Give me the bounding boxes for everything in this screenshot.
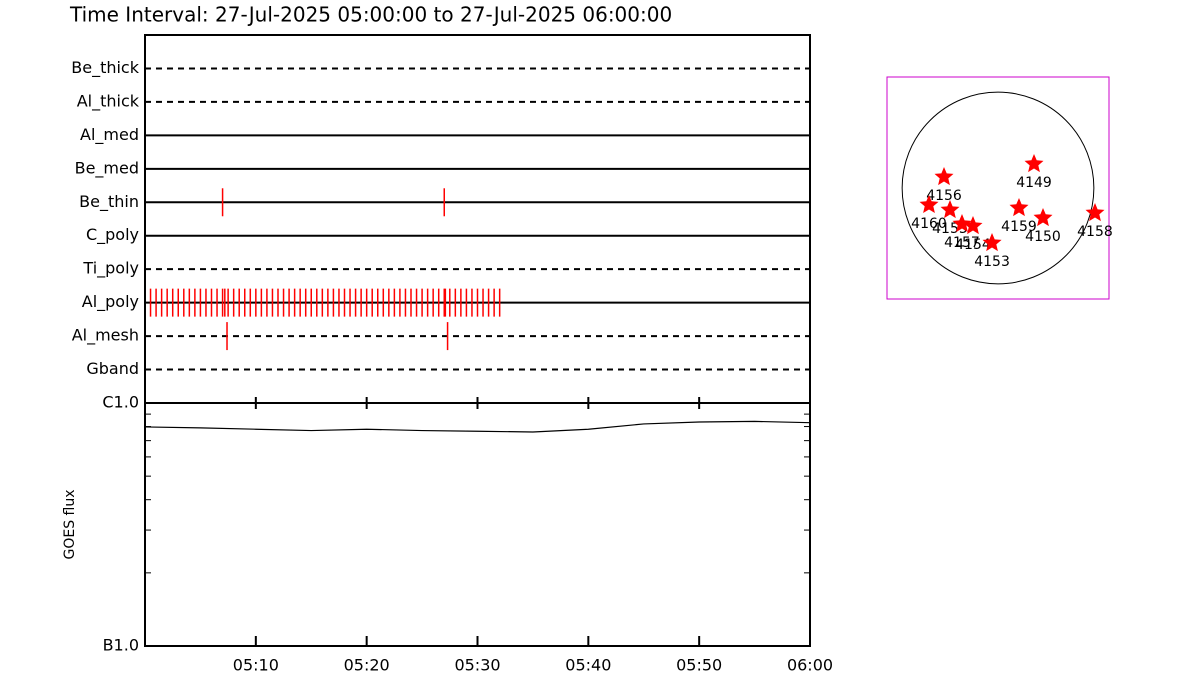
goes-panel-frame — [144, 402, 811, 647]
region-star — [934, 167, 954, 186]
filter-label: Al_poly — [82, 292, 139, 312]
x-tick-label: 05:30 — [454, 656, 500, 675]
y-tick-label: B1.0 — [103, 636, 139, 655]
filter-label: C_poly — [86, 225, 139, 245]
region-star — [982, 233, 1002, 252]
region-label: 4149 — [1016, 175, 1052, 191]
region-label: 4160 — [911, 216, 947, 232]
filter-label: Al_med — [80, 125, 139, 145]
filter-label: Al_mesh — [72, 326, 139, 346]
filter-label: Ti_poly — [82, 259, 139, 279]
region-label: 4156 — [926, 188, 962, 204]
filter-label: Al_thick — [77, 91, 140, 111]
region-label: 4150 — [1025, 229, 1061, 245]
x-tick-label: 05:10 — [233, 656, 279, 675]
region-label: 4157 — [944, 235, 980, 251]
goes-flux-line — [144, 420, 811, 433]
region-star — [940, 200, 960, 219]
chart-title: Time Interval: 27-Jul-2025 05:00:00 to 2… — [69, 3, 672, 27]
x-tick-label: 05:20 — [344, 656, 390, 675]
region-star — [1085, 203, 1105, 222]
region-label: 4159 — [1001, 219, 1037, 235]
filter-label: Be_thick — [71, 58, 139, 78]
y-axis-label: GOES flux — [62, 489, 78, 559]
x-tick-label: 05:40 — [565, 656, 611, 675]
region-star — [1024, 154, 1044, 173]
solar-limb — [901, 91, 1095, 285]
region-label: 4154 — [955, 237, 991, 253]
region-star — [1033, 208, 1053, 227]
region-star — [1009, 198, 1029, 217]
region-label: 4158 — [1077, 224, 1113, 240]
x-tick-label: 05:50 — [676, 656, 722, 675]
filter-panel-frame — [144, 34, 811, 404]
region-label: 4153 — [974, 254, 1010, 270]
region-star — [919, 195, 939, 213]
x-tick-label: 06:00 — [787, 656, 833, 675]
y-tick-label: C1.0 — [102, 393, 139, 412]
filter-label: Be_med — [75, 158, 139, 178]
region-star — [952, 214, 972, 233]
filter-label: Be_thin — [79, 192, 139, 212]
filter-label: Gband — [86, 359, 139, 378]
map-frame — [886, 76, 1110, 300]
region-star — [963, 216, 983, 235]
